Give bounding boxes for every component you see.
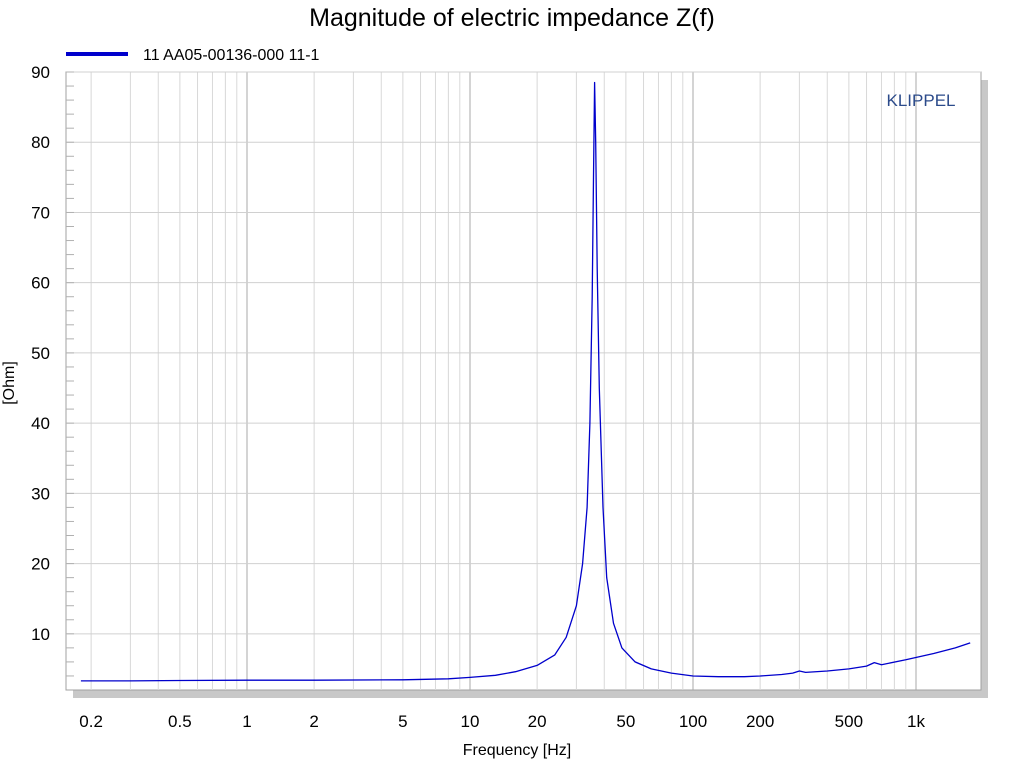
x-tick-label: 10: [461, 712, 480, 731]
x-tick-label: 0.5: [168, 712, 192, 731]
y-tick-label: 70: [31, 203, 50, 222]
x-tick-label: 200: [746, 712, 774, 731]
y-tick-label: 20: [31, 555, 50, 574]
x-tick-labels: 0.2 0.5 1 2 5 10 20 50 100 200 500 1k: [79, 712, 925, 731]
watermark-klippel: KLIPPEL: [887, 91, 956, 110]
x-tick-label: 1: [242, 712, 251, 731]
legend-label: 11 AA05-00136-000 11-1: [143, 47, 320, 64]
x-tick-label: 500: [835, 712, 863, 731]
y-minor-ticks: [66, 71, 74, 677]
x-tick-label: 2: [309, 712, 318, 731]
series-layer: [80, 81, 971, 682]
x-tick-label: 0.2: [79, 712, 103, 731]
y-tick-label: 30: [31, 484, 50, 503]
x-tick-label: 5: [398, 712, 407, 731]
y-axis-label: [Ohm]: [1, 361, 18, 405]
y-tick-label: 60: [31, 274, 50, 293]
y-tick-label: 90: [31, 63, 50, 82]
chart-title: Magnitude of electric impedance Z(f): [309, 4, 715, 32]
y-tick-label: 10: [31, 625, 50, 644]
x-tick-label: 20: [528, 712, 547, 731]
y-tick-label: 50: [31, 344, 50, 363]
y-tick-labels: 10 20 30 40 50 60 70 80 90: [31, 63, 50, 644]
y-tick-label: 40: [31, 414, 50, 433]
plot-area: [65, 71, 982, 691]
x-axis-label: Frequency [Hz]: [463, 742, 571, 759]
impedance-curve: [80, 81, 971, 682]
y-tick-label: 80: [31, 133, 50, 152]
x-tick-label: 1k: [907, 712, 925, 731]
legend: 11 AA05-00136-000 11-1: [66, 47, 320, 64]
x-tick-label: 100: [679, 712, 707, 731]
grid: [66, 71, 981, 690]
x-tick-label: 50: [616, 712, 635, 731]
